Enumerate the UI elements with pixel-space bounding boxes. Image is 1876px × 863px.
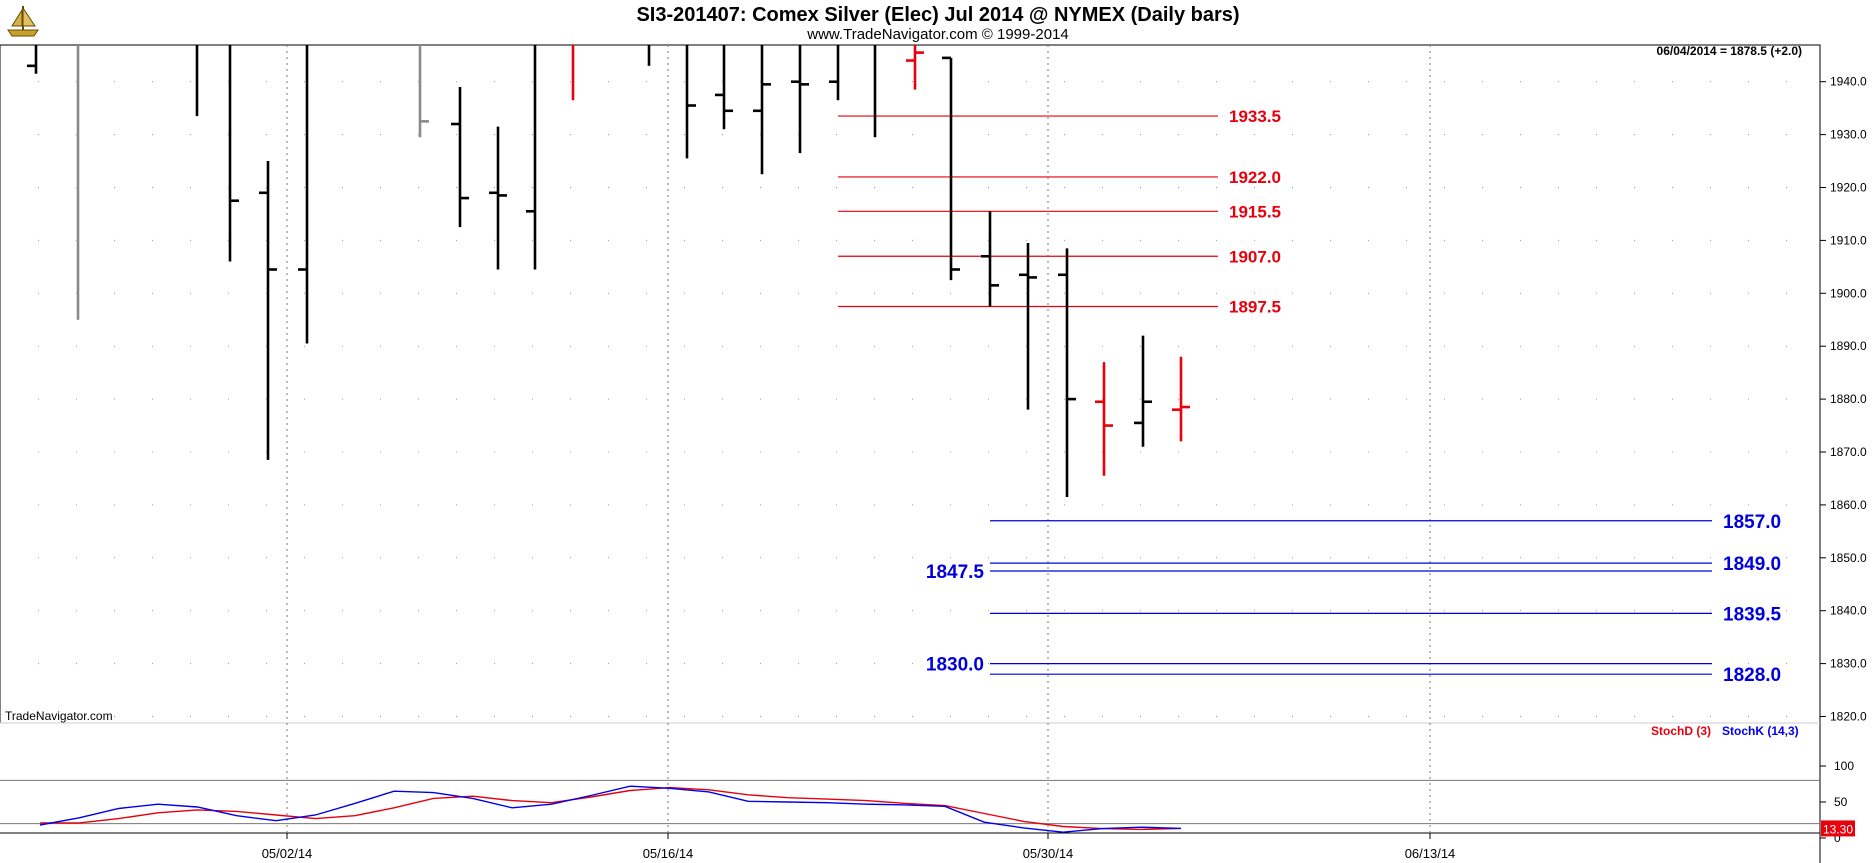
support-label: 1847.5 xyxy=(926,562,985,583)
date-tick-label: 05/16/14 xyxy=(643,846,694,861)
ohlc-bar xyxy=(1095,362,1113,476)
legend-stochk: StochK (14,3) xyxy=(1722,724,1799,738)
support-label: 1830.0 xyxy=(926,655,984,676)
ship-sextant-logo-icon xyxy=(7,6,39,37)
ohlc-bar xyxy=(829,45,840,101)
ohlc-bar xyxy=(418,45,429,138)
price-tick-label: 1880.0 xyxy=(1830,392,1867,406)
price-tick-label: 1900.0 xyxy=(1830,286,1867,300)
ohlc-bar xyxy=(715,45,733,130)
resistance-label: 1915.5 xyxy=(1229,202,1281,221)
resistance-label: 1897.5 xyxy=(1229,298,1281,317)
ohlc-bar xyxy=(1134,335,1152,447)
stochk-line xyxy=(39,785,1182,833)
support-label: 1849.0 xyxy=(1723,554,1781,575)
price-tick-label: 1850.0 xyxy=(1830,551,1867,565)
price-tick-label: 1870.0 xyxy=(1830,445,1867,459)
ohlc-bar xyxy=(451,86,469,228)
date-tick-label: 06/13/14 xyxy=(1405,846,1456,861)
grid xyxy=(0,45,1820,833)
ohlc-bar xyxy=(685,45,696,159)
support-label: 1828.0 xyxy=(1723,665,1781,686)
stoch-value-tag xyxy=(1821,820,1855,837)
ohlc-bar xyxy=(526,45,537,270)
ohlc-bar xyxy=(1172,356,1190,442)
watermark-text: TradeNavigator.com xyxy=(5,709,113,723)
ohlc-bar xyxy=(942,56,960,281)
ohlc-bar xyxy=(906,45,924,90)
price-tick-label: 1940.0 xyxy=(1830,75,1867,89)
price-tick-label: 1930.0 xyxy=(1830,128,1867,142)
ohlc-bar xyxy=(791,45,809,154)
legend-stochd: StochD (3) xyxy=(1651,724,1711,738)
ohlc-bar xyxy=(1019,243,1037,410)
ohlc-bar xyxy=(489,126,507,270)
ohlc-bar xyxy=(1058,248,1076,497)
resistance-label: 1907.0 xyxy=(1229,247,1281,266)
ohlc-bar xyxy=(753,45,771,175)
chart-title: SI3-201407: Comex Silver (Elec) Jul 2014… xyxy=(636,4,1239,26)
price-tick-label: 1910.0 xyxy=(1830,233,1867,247)
support-label: 1857.0 xyxy=(1723,512,1781,533)
price-panel-frame xyxy=(0,44,1821,724)
price-tick-label: 1860.0 xyxy=(1830,498,1867,512)
date-tick-label: 05/02/14 xyxy=(262,846,313,861)
ohlc-bar xyxy=(27,45,38,74)
price-axis: 1820.0 1830.0 1840.0 1850.0 1860.0 1870.0 1880… xyxy=(1820,75,1867,724)
ohlc-bars xyxy=(27,45,1190,497)
price-tick-label: 1820.0 xyxy=(1830,710,1867,724)
stochd-line xyxy=(40,786,1182,831)
resistance-label: 1922.0 xyxy=(1229,168,1281,187)
stochastic-panel: StochD (3) StochK (14,3) 0 50 100 13.30 xyxy=(0,724,1855,845)
stoch-value-label: 13.30 xyxy=(1823,822,1853,836)
stoch-tick-label: 50 xyxy=(1834,795,1848,809)
price-levels: 1933.5 1922.0 1915.5 1907.0 1897.5 1857.0 1849… xyxy=(838,107,1782,686)
price-tick-label: 1840.0 xyxy=(1830,604,1867,618)
ohlc-bar xyxy=(981,211,999,307)
price-tick-label: 1920.0 xyxy=(1830,181,1867,195)
last-price-info: 06/04/2014 = 1878.5 (+2.0) xyxy=(1657,44,1802,58)
chart-subtitle: www.TradeNavigator.com © 1999-2014 xyxy=(806,26,1068,43)
header-background xyxy=(0,0,1876,45)
resistance-label: 1933.5 xyxy=(1229,107,1281,126)
date-tick-label: 05/30/14 xyxy=(1023,846,1074,861)
price-tick-label: 1890.0 xyxy=(1830,339,1867,353)
ohlc-bar xyxy=(298,45,309,344)
ohlc-bar xyxy=(259,161,277,460)
date-axis: 05/02/14 05/16/14 05/30/14 06/13/14 xyxy=(262,833,1456,861)
price-tick-label: 1830.0 xyxy=(1830,657,1867,671)
stoch-tick-label: 0 xyxy=(1834,831,1841,845)
support-label: 1839.5 xyxy=(1723,604,1782,625)
ohlc-bar xyxy=(228,45,239,262)
stoch-tick-label: 100 xyxy=(1834,759,1854,773)
